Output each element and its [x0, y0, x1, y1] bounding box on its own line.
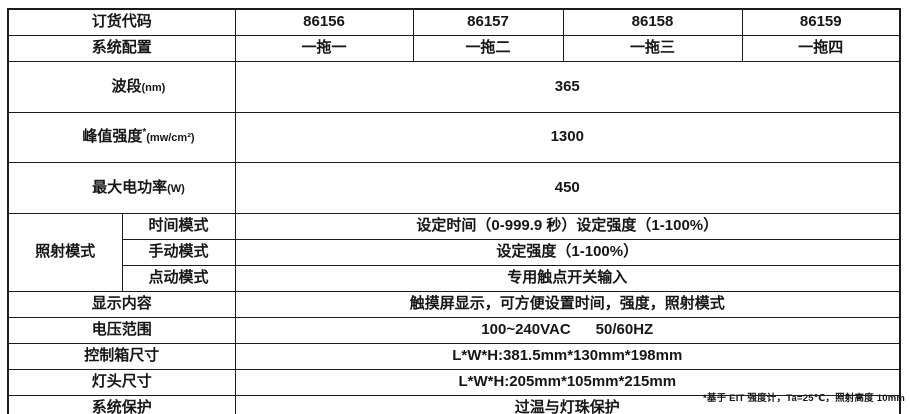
- peak-intensity-label-text: 峰值强度: [82, 128, 143, 145]
- peak-intensity-value: 1300: [234, 111, 901, 163]
- wavelength-label: 波段(nm): [7, 61, 236, 113]
- lamp-head-row: 灯头尺寸 L*W*H:205mm*105mm*215mm: [7, 368, 901, 396]
- order-code-value-86159: 86159: [741, 8, 901, 36]
- max-power-unit: (W): [167, 182, 185, 195]
- system-config-label: 系统配置: [7, 35, 236, 62]
- irradiation-mode-jog-row: 点动模式 专用触点开关输入: [8, 264, 901, 292]
- protection-row: 系统保护 过温与灯珠保护: [7, 394, 901, 414]
- voltage-row: 电压范围 100~240VAC 50/60HZ: [7, 316, 901, 344]
- peak-intensity-unit: (mw/cm²): [146, 132, 195, 144]
- max-power-row: 最大电功率(W) 450: [7, 162, 901, 214]
- voltage-label: 电压范围: [7, 316, 236, 344]
- max-power-label: 最大电功率(W): [7, 162, 236, 214]
- protection-label: 系统保护: [7, 394, 236, 414]
- wavelength-value: 365: [234, 61, 901, 113]
- peak-intensity-row: 峰值强度*(mw/cm²) 1300: [7, 111, 901, 163]
- protection-value: 过温与灯珠保护: [234, 394, 901, 414]
- control-box-row: 控制箱尺寸 L*W*H:381.5mm*130mm*198mm: [7, 342, 901, 370]
- order-code-value-86158: 86158: [562, 8, 743, 36]
- system-config-value-2: 一拖二: [412, 35, 564, 62]
- irradiation-mode-manual-row: 手动模式 设定强度（1-100%）: [8, 238, 901, 266]
- lamp-head-label: 灯头尺寸: [7, 368, 236, 396]
- order-code-value-86156: 86156: [234, 8, 414, 36]
- system-config-value-1: 一拖一: [234, 35, 414, 62]
- time-mode-label: 时间模式: [121, 212, 236, 240]
- irradiation-mode-group-label: 照射模式: [7, 212, 123, 292]
- irradiation-mode-time-row: 照射模式 时间模式 设定时间（0-999.9 秒）设定强度（1-100%）: [7, 212, 901, 292]
- max-power-value: 450: [234, 162, 901, 214]
- wavelength-label-text: 波段: [111, 77, 142, 95]
- voltage-value: 100~240VAC 50/60HZ: [234, 316, 901, 344]
- display-label: 显示内容: [7, 290, 236, 318]
- wavelength-unit: (nm): [141, 81, 166, 94]
- wavelength-row: 波段(nm) 365: [7, 61, 901, 113]
- manual-mode-value: 设定强度（1-100%）: [234, 238, 901, 266]
- order-code-value-86157: 86157: [412, 8, 564, 36]
- system-config-row: 系统配置 一拖一 一拖二 一拖三 一拖四: [7, 35, 901, 62]
- time-mode-value: 设定时间（0-999.9 秒）设定强度（1-100%）: [234, 212, 901, 240]
- order-code-row: 订货代码 86156 86157 86158 86159: [7, 8, 901, 36]
- jog-mode-value: 专用触点开关输入: [234, 264, 901, 292]
- measurement-footnote: *基于 EIT 强度计，Ta=25℃，照射高度 10mm: [703, 393, 905, 404]
- control-box-value: L*W*H:381.5mm*130mm*198mm: [234, 342, 901, 370]
- system-config-value-4: 一拖四: [741, 35, 901, 62]
- control-box-label: 控制箱尺寸: [7, 342, 236, 370]
- peak-intensity-label: 峰值强度*(mw/cm²): [7, 111, 236, 163]
- order-code-label: 订货代码: [7, 8, 236, 36]
- display-row: 显示内容 触摸屏显示，可方便设置时间，强度，照射模式: [7, 290, 901, 318]
- manual-mode-label: 手动模式: [121, 238, 236, 266]
- lamp-head-value: L*W*H:205mm*105mm*215mm: [234, 368, 901, 396]
- max-power-label-text: 最大电功率: [92, 178, 168, 196]
- peak-intensity-footnote-mark: *: [142, 127, 147, 138]
- display-value: 触摸屏显示，可方便设置时间，强度，照射模式: [234, 290, 901, 318]
- spec-table: 订货代码 86156 86157 86158 86159 系统配置 一拖一 一拖…: [7, 8, 902, 414]
- jog-mode-label: 点动模式: [121, 264, 236, 292]
- system-config-value-3: 一拖三: [562, 35, 743, 62]
